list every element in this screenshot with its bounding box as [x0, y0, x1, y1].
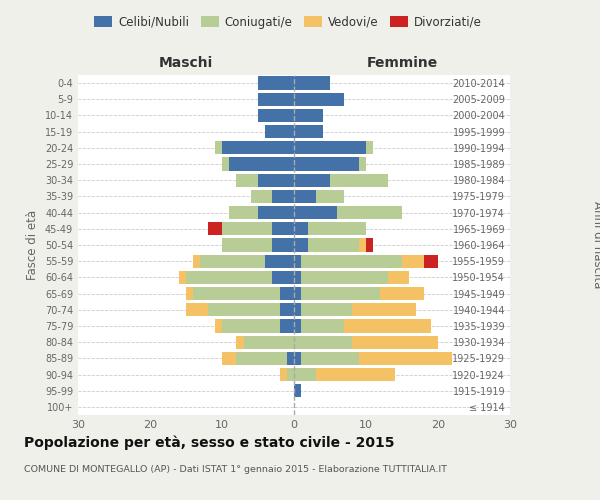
Bar	[280, 368, 287, 381]
Bar	[272, 270, 294, 284]
Bar	[294, 125, 323, 138]
Bar	[208, 222, 222, 235]
Text: Maschi: Maschi	[159, 56, 213, 70]
Bar	[179, 270, 186, 284]
Bar	[316, 190, 344, 203]
Bar	[186, 270, 272, 284]
Bar	[229, 158, 294, 170]
Bar	[294, 141, 366, 154]
Legend: Celibi/Nubili, Coniugati/e, Vedovi/e, Divorziati/e: Celibi/Nubili, Coniugati/e, Vedovi/e, Di…	[89, 11, 487, 34]
Bar	[294, 222, 308, 235]
Text: Anni di nascita: Anni di nascita	[590, 202, 600, 288]
Bar	[215, 320, 222, 332]
Bar	[272, 238, 294, 252]
Text: Popolazione per età, sesso e stato civile - 2015: Popolazione per età, sesso e stato civil…	[24, 435, 395, 450]
Bar	[388, 270, 409, 284]
Bar	[222, 352, 236, 365]
Y-axis label: Fasce di età: Fasce di età	[26, 210, 39, 280]
Bar	[294, 270, 301, 284]
Text: Femmine: Femmine	[367, 56, 437, 70]
Bar	[294, 76, 330, 90]
Bar	[236, 174, 258, 187]
Bar	[186, 287, 193, 300]
Bar	[294, 92, 344, 106]
Bar	[366, 238, 373, 252]
Bar	[424, 254, 438, 268]
Bar	[294, 206, 337, 220]
Bar	[366, 141, 373, 154]
Bar	[308, 238, 359, 252]
Bar	[294, 368, 316, 381]
Bar	[344, 320, 431, 332]
Bar	[294, 238, 308, 252]
Bar	[316, 368, 395, 381]
Bar	[258, 174, 294, 187]
Bar	[236, 352, 287, 365]
Bar	[301, 303, 352, 316]
Bar	[258, 109, 294, 122]
Bar	[280, 303, 294, 316]
Bar	[294, 384, 301, 398]
Bar	[294, 109, 323, 122]
Bar	[222, 238, 272, 252]
Bar	[287, 352, 294, 365]
Bar	[222, 222, 272, 235]
Bar	[294, 287, 301, 300]
Bar	[258, 92, 294, 106]
Text: COMUNE DI MONTEGALLO (AP) - Dati ISTAT 1° gennaio 2015 - Elaborazione TUTTITALIA: COMUNE DI MONTEGALLO (AP) - Dati ISTAT 1…	[24, 465, 447, 474]
Bar	[402, 254, 424, 268]
Bar	[280, 320, 294, 332]
Bar	[222, 320, 280, 332]
Bar	[244, 336, 294, 349]
Bar	[352, 303, 416, 316]
Bar	[222, 158, 229, 170]
Bar	[258, 206, 294, 220]
Bar	[294, 336, 352, 349]
Bar	[337, 206, 402, 220]
Bar	[359, 158, 366, 170]
Bar	[301, 320, 344, 332]
Bar	[301, 270, 388, 284]
Bar	[272, 222, 294, 235]
Bar	[208, 303, 280, 316]
Bar	[236, 336, 244, 349]
Bar	[200, 254, 265, 268]
Bar	[272, 190, 294, 203]
Bar	[258, 76, 294, 90]
Bar	[301, 287, 380, 300]
Bar	[294, 352, 301, 365]
Bar	[308, 222, 366, 235]
Bar	[222, 141, 294, 154]
Bar	[359, 238, 366, 252]
Bar	[186, 303, 208, 316]
Bar	[294, 254, 301, 268]
Bar	[301, 254, 402, 268]
Bar	[229, 206, 258, 220]
Bar	[330, 174, 388, 187]
Bar	[251, 190, 272, 203]
Bar	[301, 352, 359, 365]
Bar	[215, 141, 222, 154]
Bar	[193, 287, 280, 300]
Bar	[359, 352, 452, 365]
Bar	[193, 254, 200, 268]
Bar	[294, 174, 330, 187]
Bar	[380, 287, 424, 300]
Bar	[294, 190, 316, 203]
Bar	[280, 287, 294, 300]
Bar	[265, 254, 294, 268]
Bar	[294, 158, 359, 170]
Bar	[352, 336, 438, 349]
Bar	[294, 303, 301, 316]
Bar	[265, 125, 294, 138]
Bar	[287, 368, 294, 381]
Bar	[294, 320, 301, 332]
